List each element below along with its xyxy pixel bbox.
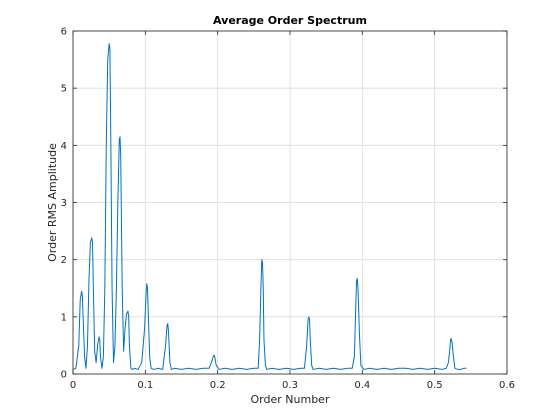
y-tick-label: 2 (61, 255, 67, 266)
ticks: 0 0.1 0.2 0.3 0.4 0.5 0.6 0 1 2 3 4 5 6 (61, 27, 515, 392)
y-tick-label: 4 (61, 141, 67, 152)
y-tick-label: 5 (61, 84, 67, 95)
chart-title: Average Order Spectrum (213, 14, 367, 27)
x-tick-label: 0.4 (354, 380, 370, 391)
y-tick-label: 0 (61, 370, 67, 381)
x-tick-label: 0.5 (427, 380, 443, 391)
x-tick-label: 0 (70, 380, 76, 391)
series-line-average-order-spectrum (72, 43, 467, 370)
y-axis-label: Order RMS Amplitude (46, 143, 59, 262)
x-tick-label: 0.1 (137, 380, 153, 391)
x-tick-label: 0.2 (210, 380, 226, 391)
y-tick-label: 3 (61, 198, 67, 209)
y-tick-label: 6 (61, 27, 67, 38)
x-tick-label: 0.6 (499, 380, 515, 391)
plot-area (72, 43, 467, 370)
x-axis-label: Order Number (251, 393, 330, 406)
y-tick-label: 1 (61, 312, 67, 323)
x-tick-label: 0.3 (282, 380, 298, 391)
